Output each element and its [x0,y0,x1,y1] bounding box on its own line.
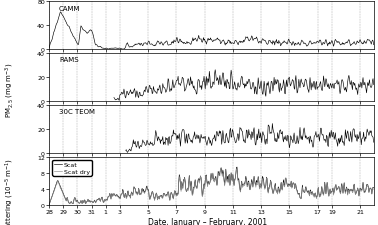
Scat dry [371,188,376,191]
Scat [371,186,376,189]
Scat dry [60,189,64,192]
Scat [350,188,354,191]
Scat dry [187,183,192,186]
Scat dry [350,188,354,191]
Scat dry [281,183,285,186]
Line: Scat dry: Scat dry [49,169,373,205]
Text: CAMM: CAMM [59,6,81,11]
Scat [47,203,51,206]
Scat [281,183,285,186]
Scat dry [92,199,97,202]
Text: RAMS: RAMS [59,57,79,63]
Scat dry [47,203,51,206]
Text: Scattering (10$^{-5}$ m$^{-1}$): Scattering (10$^{-5}$ m$^{-1}$) [3,157,15,225]
Text: Date, January – February, 2001: Date, January – February, 2001 [148,217,268,225]
Scat [92,199,97,202]
Scat dry [235,167,239,170]
Scat [71,199,76,202]
Scat [187,182,192,185]
Legend: Scat, Scat dry: Scat, Scat dry [52,160,91,176]
Scat [60,189,64,192]
Scat [235,166,239,169]
Scat dry [71,199,76,202]
Line: Scat: Scat [49,167,373,205]
Text: PM$_{2.5}$ (mg m$^{-3}$): PM$_{2.5}$ (mg m$^{-3}$) [3,63,15,117]
Text: 30C TEOM: 30C TEOM [59,109,95,115]
